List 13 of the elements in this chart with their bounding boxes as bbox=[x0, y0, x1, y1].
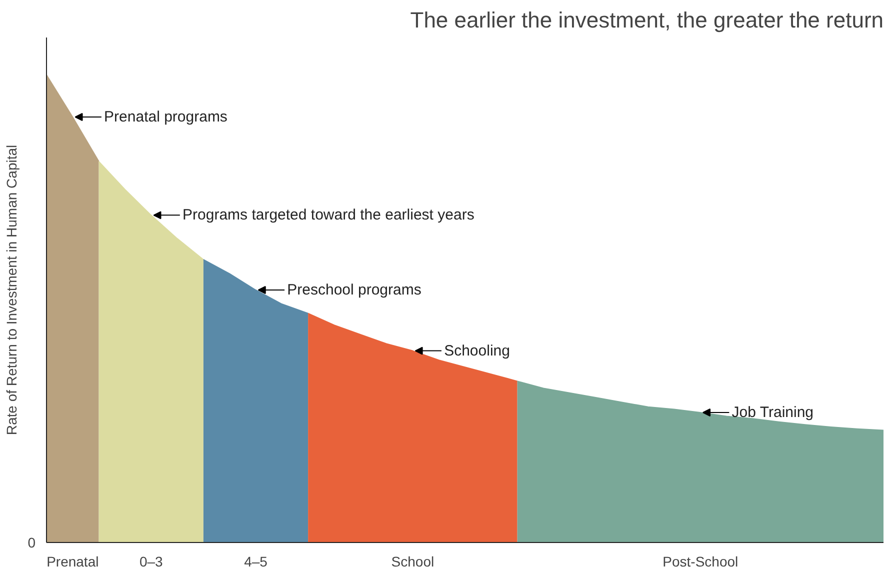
x-tick-label: School bbox=[391, 554, 434, 570]
chart-title: The earlier the investment, the greater the return bbox=[410, 8, 884, 32]
x-tick-label: Post-School bbox=[662, 554, 738, 570]
x-tick-label: Prenatal bbox=[46, 554, 99, 570]
x-tick-label: 4–5 bbox=[244, 554, 268, 570]
annotation: Prenatal programs bbox=[104, 108, 228, 126]
annotation: Preschool programs bbox=[287, 282, 422, 298]
annotation: Schooling bbox=[444, 342, 510, 360]
y-axis-title: Rate of Return to Investment in Human Capital bbox=[4, 144, 20, 436]
x-tick-label: 0–3 bbox=[139, 554, 164, 570]
annotation: Job Training bbox=[732, 404, 814, 422]
annotation: Programs targeted toward the earliest years bbox=[182, 206, 474, 224]
text: 0 bbox=[28, 534, 36, 550]
